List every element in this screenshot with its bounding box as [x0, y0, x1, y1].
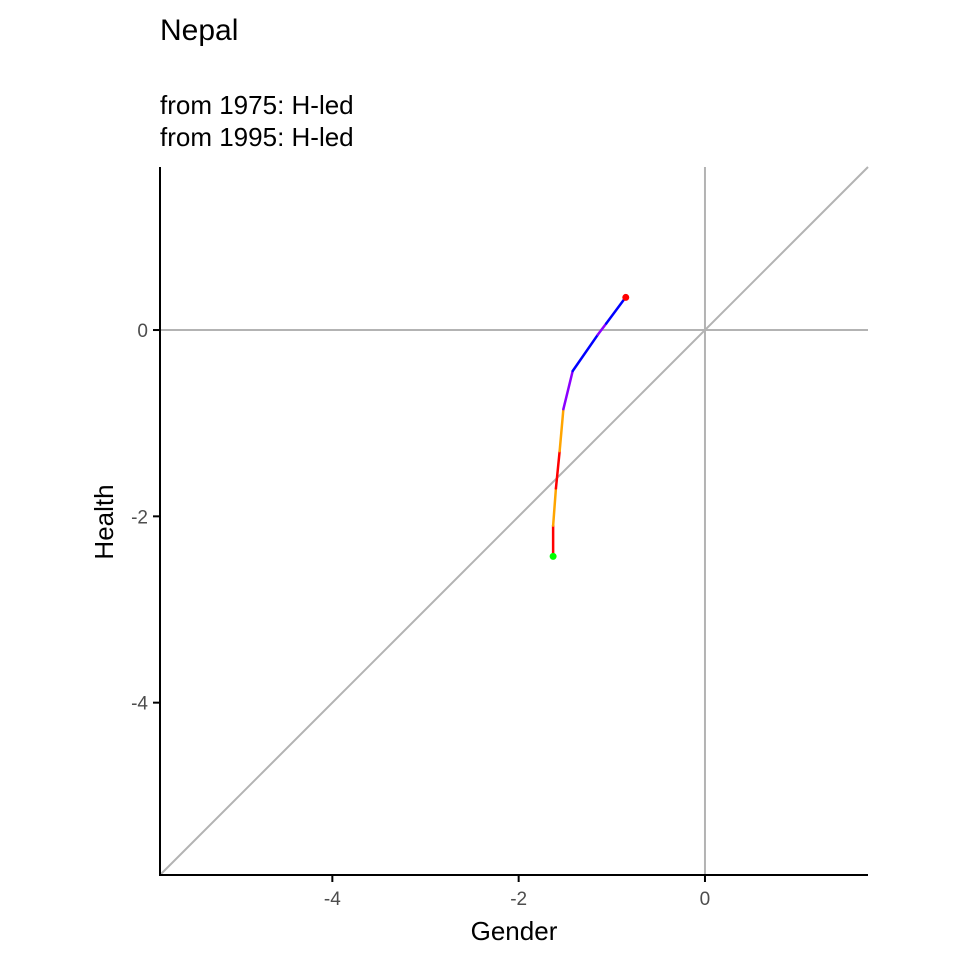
x-axis-title: Gender — [471, 916, 558, 946]
trajectory — [549, 293, 630, 560]
x-tick-label: -4 — [324, 889, 341, 910]
axes: -4 -2 0 0 -2 -4 — [131, 167, 868, 910]
y-tick-label: 0 — [137, 321, 148, 342]
y-tick-label: -4 — [131, 694, 148, 715]
diagonal-reference-line — [159, 166, 869, 876]
trajectory-segment — [596, 322, 608, 336]
trajectory-segment — [571, 333, 600, 373]
chart-title: Nepal — [160, 14, 238, 47]
trajectory-segment — [558, 407, 565, 453]
trajectory-segment — [554, 449, 561, 490]
trajectory-segment — [551, 487, 558, 527]
chart-subtitle-line-2: from 1995: H-led — [160, 122, 354, 152]
start-point — [549, 552, 557, 560]
end-point — [622, 293, 630, 301]
trajectory-segment — [604, 297, 627, 325]
x-tick-label: 0 — [700, 889, 711, 910]
trajectory-segment — [562, 369, 574, 411]
x-tick-label: -2 — [510, 889, 527, 910]
reference-lines — [159, 166, 869, 876]
y-tick-label: -2 — [131, 507, 148, 528]
y-axis-title: Health — [89, 484, 119, 559]
chart-subtitle-line-1: from 1975: H-led — [160, 90, 354, 120]
